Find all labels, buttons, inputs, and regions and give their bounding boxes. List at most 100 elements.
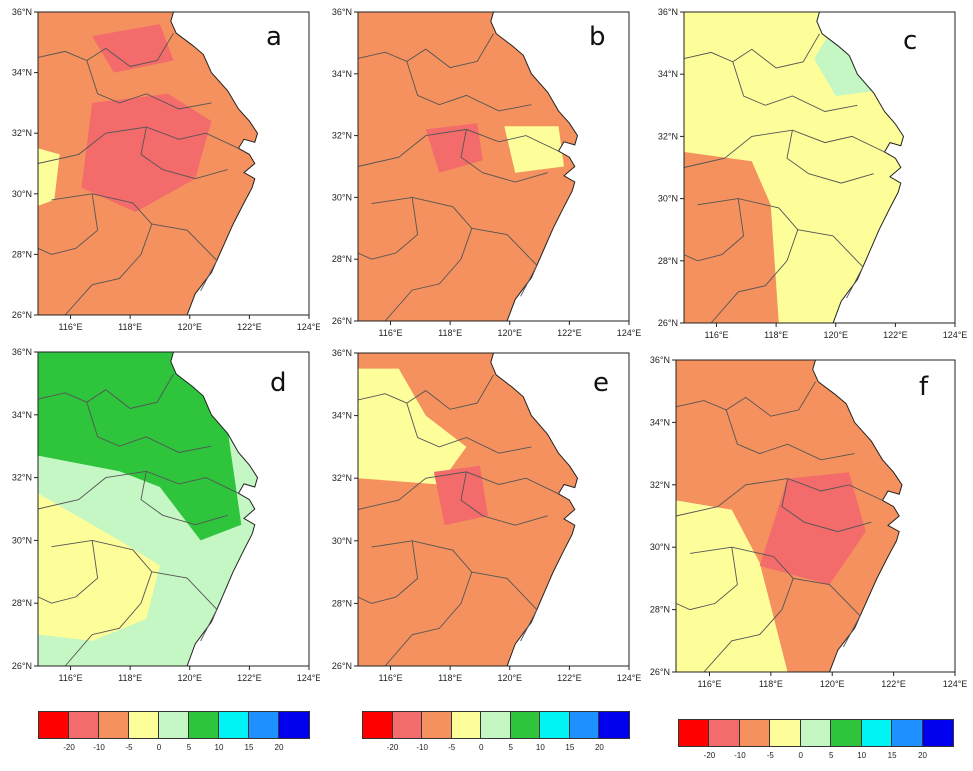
colorbar-label: -20: [703, 751, 716, 760]
colorbar-middle: -20 -10 -5 0 5 10 15 20: [362, 711, 630, 752]
colorbar-swatches: [678, 719, 954, 747]
lon-tick-label: 124°E: [943, 679, 968, 689]
map-frame: [683, 11, 956, 324]
colorbar-label: 0: [478, 743, 484, 752]
lat-tick-label: 36°N: [650, 355, 670, 365]
colorbar-label: 20: [274, 743, 284, 752]
province-border: [793, 577, 861, 648]
province-border: [151, 223, 218, 292]
anomaly-patch: [504, 126, 564, 173]
lon-tick-label: 122°E: [557, 673, 582, 683]
anomaly-patch: [92, 24, 174, 73]
province-border: [140, 471, 228, 526]
map-panel-e: 36°N 34°N 32°N 30°N 28°N 26°N 116°E 118°E 120°E 1…: [323, 343, 648, 688]
province-border: [683, 198, 745, 262]
panel-letter: d: [270, 368, 287, 398]
colorbar-swatch: [739, 720, 771, 746]
colorbar-swatch: [69, 712, 99, 738]
colorbar-label: -5: [448, 743, 456, 752]
lon-tick-label: 120°E: [820, 679, 845, 689]
colorbar-label: 0: [156, 743, 162, 752]
colorbar-swatch: [540, 712, 570, 738]
province-border: [786, 130, 874, 184]
lon-tick-label: 120°E: [177, 322, 202, 332]
lat-tick-label: 28°N: [658, 256, 678, 266]
lat-tick-label: 30°N: [658, 194, 678, 204]
lat-tick-label: 28°N: [332, 254, 352, 264]
map-svg: 36°N 34°N 32°N 30°N 28°N 26°N 116°E 118°E 120°E 1…: [12, 347, 320, 683]
province-border: [357, 374, 494, 410]
colorbar-label: 5: [508, 743, 513, 752]
lon-tick-label: 116°E: [698, 679, 722, 689]
sea-area: [170, 351, 310, 667]
lat-tick-label: 34°N: [332, 69, 352, 79]
colorbar-right: -20 -10 -5 0 5 10 15 20: [678, 719, 954, 760]
panel-letter: e: [593, 368, 609, 398]
colorbar-label: -10: [416, 743, 428, 752]
lon-tick-label: 124°E: [297, 673, 320, 683]
panel-letter: f: [919, 372, 929, 402]
lon-tick-label: 120°E: [823, 330, 848, 340]
lon-tick-label: 116°E: [379, 328, 403, 338]
map-panel-a: 36°N 34°N 32°N 30°N 28°N 26°N 116°E 118°E 120°E 1…: [0, 0, 320, 340]
colorbar-swatch: [422, 712, 452, 738]
lat-tick-label: 36°N: [12, 7, 32, 17]
province-border: [37, 193, 99, 255]
map-panel-c: 36°N 34°N 32°N 30°N 28°N 26°N 116°E 118°E 120°E 1…: [648, 0, 973, 345]
colorbar-swatch: [99, 712, 129, 738]
province-border: [37, 540, 99, 604]
colorbar-swatch: [922, 720, 953, 746]
lon-tick-label: 116°E: [59, 322, 83, 332]
colorbar-label: 10: [214, 743, 224, 752]
province-border: [151, 571, 218, 642]
lon-tick-label: 122°E: [883, 330, 908, 340]
colorbar-label: 20: [918, 751, 927, 760]
colorbar-label: 5: [186, 743, 192, 752]
colorbar-swatch: [39, 712, 69, 738]
colorbar-label: -5: [125, 743, 133, 752]
lon-tick-label: 122°E: [237, 322, 262, 332]
map-svg: 36°N 34°N 32°N 30°N 28°N 26°N 116°E 118°E 120°E 1…: [332, 348, 641, 683]
lat-tick-label: 30°N: [12, 535, 32, 545]
province-border: [471, 227, 538, 297]
panel-letter: a: [266, 22, 282, 52]
map-svg: 36°N 34°N 32°N 30°N 28°N 26°N 116°E 118°E 120°E 1…: [658, 7, 967, 340]
colorbar-swatch: [679, 720, 710, 746]
lat-tick-label: 34°N: [12, 410, 32, 420]
province-border: [797, 229, 864, 299]
lon-tick-label: 116°E: [59, 673, 83, 683]
colorbar-swatch: [510, 712, 541, 738]
province-border: [357, 33, 494, 69]
lon-tick-label: 118°E: [438, 328, 462, 338]
colorbar-label: 20: [594, 743, 604, 752]
province-border: [51, 539, 153, 667]
lat-tick-label: 32°N: [12, 128, 32, 138]
colorbar-label: -10: [734, 751, 746, 760]
lon-tick-label: 116°E: [705, 330, 729, 340]
lat-tick-label: 30°N: [332, 536, 352, 546]
sea-area: [816, 11, 956, 324]
lat-tick-label: 28°N: [332, 598, 352, 608]
map-frame: [357, 11, 630, 322]
colorbar-swatch: [800, 720, 832, 746]
map-svg: 36°N 34°N 32°N 30°N 28°N 26°N 116°E 118°E 120°E 1…: [650, 355, 968, 689]
map-panel-b: 36°N 34°N 32°N 30°N 28°N 26°N 116°E 118°E 120°E 1…: [323, 0, 648, 340]
colorbar-label: -20: [63, 743, 75, 752]
colorbar-swatch: [189, 712, 219, 738]
map-frame: [675, 359, 956, 673]
colorbar-swatch: [279, 712, 309, 738]
province-border: [689, 546, 794, 673]
lon-tick-label: 120°E: [177, 673, 202, 683]
colorbar-swatch: [159, 712, 189, 738]
colorbar-label: 15: [565, 743, 575, 752]
map-panel-d: 36°N 34°N 32°N 30°N 28°N 26°N 116°E 118°E 120°E 1…: [0, 343, 320, 688]
colorbar-swatch: [831, 720, 862, 746]
province-border: [406, 61, 532, 112]
lon-tick-label: 124°E: [297, 322, 320, 332]
lat-tick-label: 26°N: [332, 316, 352, 326]
lat-tick-label: 36°N: [658, 7, 678, 17]
province-border: [683, 129, 885, 168]
province-border: [460, 129, 548, 183]
province-border: [37, 470, 239, 510]
anomaly-patch: [425, 123, 483, 173]
